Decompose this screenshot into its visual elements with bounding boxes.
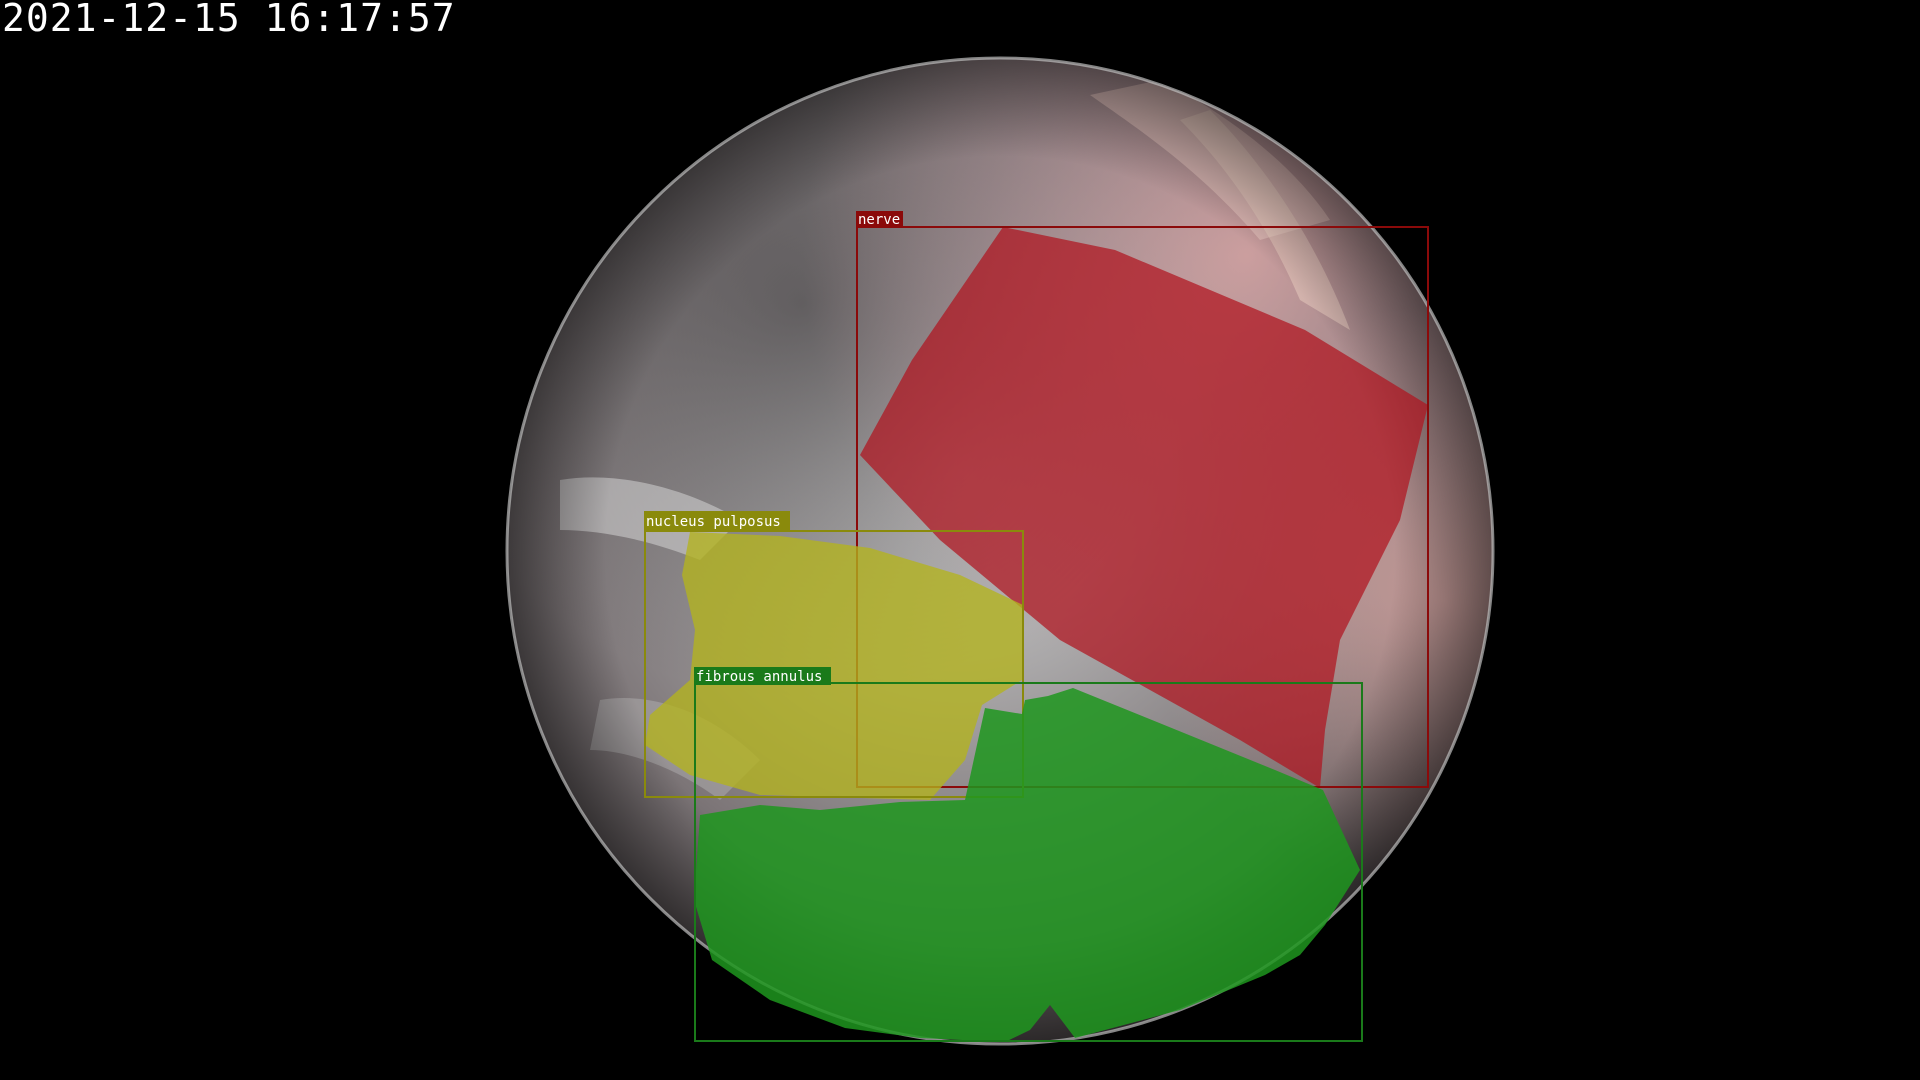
fibrous-annulus-label: fibrous annulus: [696, 669, 822, 685]
nucleus-pulposus-label: nucleus pulposus: [646, 514, 781, 530]
nerve-label-tag: [856, 211, 903, 228]
nucleus-pulposus-label-tag: [644, 511, 790, 530]
nerve-mask: [860, 227, 1428, 788]
fibrous-annulus-label-tag: [694, 667, 831, 685]
nucleus-pulposus-mask: [645, 532, 1023, 800]
nucleus-pulposus-bounding-box: [644, 530, 1024, 798]
timestamp: 2021-12-15 16:17:57: [2, 0, 456, 40]
nerve-label: nerve: [858, 212, 900, 228]
fibrous-annulus-annotation: fibrous annulus: [694, 667, 1363, 1042]
fibrous-annulus-bounding-box: [694, 682, 1363, 1042]
fibrous-annulus-mask: [694, 688, 1360, 1042]
nucleus-pulposus-annotation: nucleus pulposus: [644, 511, 1024, 800]
